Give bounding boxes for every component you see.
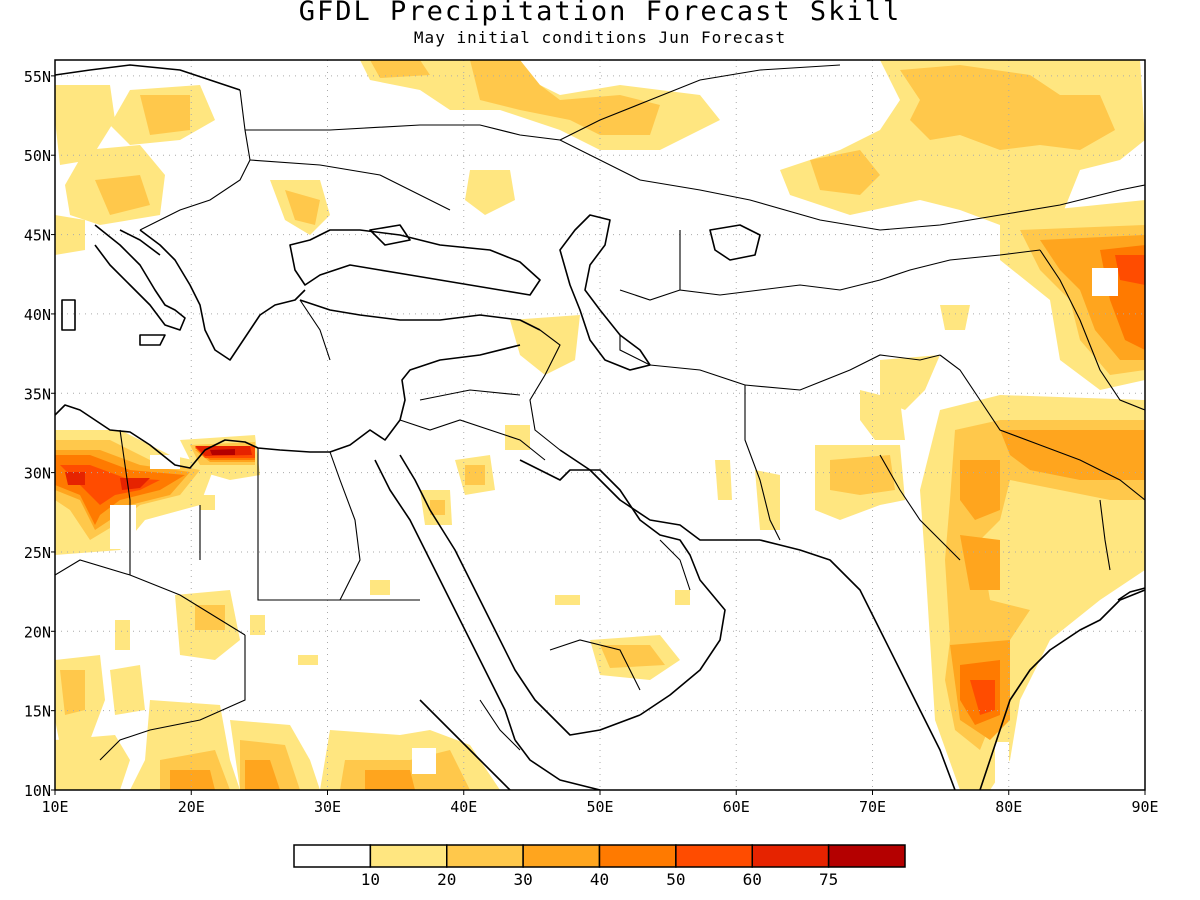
colorbar-label: 50 <box>666 870 685 889</box>
lat-tick-label: 50N <box>24 147 51 165</box>
lat-tick-label: 40N <box>24 306 51 324</box>
map-subtitle: May initial conditions Jun Forecast <box>413 28 787 47</box>
lon-tick-label: 50E <box>586 798 613 816</box>
colorbar-label: 40 <box>590 870 609 889</box>
lat-tick-label: 55N <box>24 68 51 86</box>
lon-tick-label: 30E <box>314 798 341 816</box>
colorbar-swatch <box>827 844 906 868</box>
colorbar-swatch <box>522 844 601 868</box>
lon-tick-label: 20E <box>178 798 205 816</box>
lat-tick-label: 25N <box>24 544 51 562</box>
colorbar-swatch <box>293 844 372 868</box>
colorbar-label: 75 <box>819 870 838 889</box>
lat-tick-label: 10N <box>24 782 51 800</box>
colorbar-label: 60 <box>743 870 762 889</box>
map-title: GFDL Precipitation Forecast Skill <box>298 0 902 27</box>
lat-tick-label: 30N <box>24 465 51 483</box>
colorbar-swatch <box>446 844 524 868</box>
colorbar-label: 20 <box>437 870 456 889</box>
lat-tick-label: 20N <box>24 623 51 641</box>
colorbar-label: 30 <box>513 870 532 889</box>
colorbar-swatch <box>369 844 448 868</box>
colorbar-swatch <box>675 844 753 868</box>
colorbar-swatch <box>598 844 677 868</box>
lon-tick-label: 40E <box>450 798 477 816</box>
latitude-tick-labels: 10N 15N 20N 25N 30N 35N 40N 45N 50N 55N <box>24 68 55 800</box>
lat-tick-label: 45N <box>24 227 51 245</box>
lon-tick-label: 70E <box>859 798 886 816</box>
lon-tick-label: 80E <box>995 798 1022 816</box>
lat-tick-label: 35N <box>24 385 51 403</box>
country-borders <box>55 64 1145 761</box>
colorbar-swatch <box>751 844 830 868</box>
colorbar: 10 20 30 40 50 60 75 <box>293 844 906 889</box>
longitude-tick-labels: 10E 20E 30E 40E 50E 60E 70E 80E 90E <box>41 790 1159 816</box>
lon-tick-label: 10E <box>41 798 68 816</box>
lat-tick-label: 15N <box>24 703 51 721</box>
lon-tick-label: 60E <box>723 798 750 816</box>
skill-shading <box>55 60 1145 790</box>
colorbar-label: 10 <box>361 870 380 889</box>
lon-tick-label: 90E <box>1131 798 1158 816</box>
